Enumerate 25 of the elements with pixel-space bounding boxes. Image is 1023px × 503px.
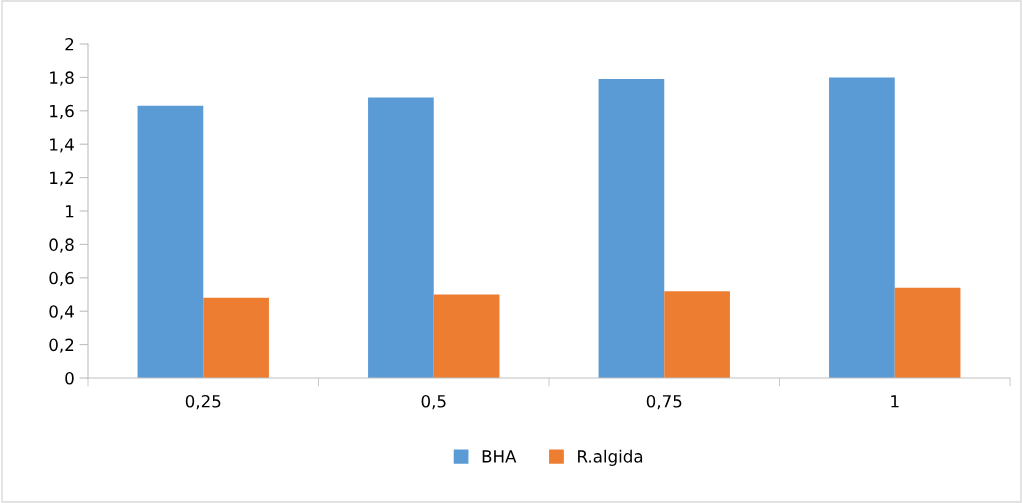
- y-tick-label: 0,4: [49, 305, 74, 320]
- y-tick-label: 1: [66, 205, 74, 218]
- y-tick-label: 1,2: [50, 171, 74, 186]
- y-tick-label: 1,4: [50, 138, 74, 153]
- y-tick-label: 2: [65, 37, 74, 51]
- y-tick-label: 0,6: [49, 271, 74, 287]
- x-tick-label: 0,75: [646, 394, 682, 410]
- bar: [137, 105, 204, 378]
- bar: [894, 287, 961, 378]
- y-tick-label: 1,8: [50, 71, 74, 86]
- y-tick-label: 1,6: [50, 104, 74, 120]
- y-tick-label: 0,2: [49, 338, 74, 353]
- legend-label: R.algida: [578, 449, 643, 466]
- bar: [829, 77, 895, 378]
- bar: [598, 79, 665, 378]
- bar: [433, 294, 500, 378]
- x-tick-label: 1: [891, 395, 899, 408]
- bar: [368, 97, 434, 378]
- y-tick-label: 0: [65, 371, 74, 385]
- legend-label: BHA: [482, 450, 517, 463]
- bar: [664, 291, 730, 378]
- y-tick-label: 0,8: [49, 238, 74, 253]
- x-tick-label: 0,5: [421, 394, 446, 410]
- bar: [203, 297, 269, 378]
- x-tick-label: 0,25: [185, 394, 221, 410]
